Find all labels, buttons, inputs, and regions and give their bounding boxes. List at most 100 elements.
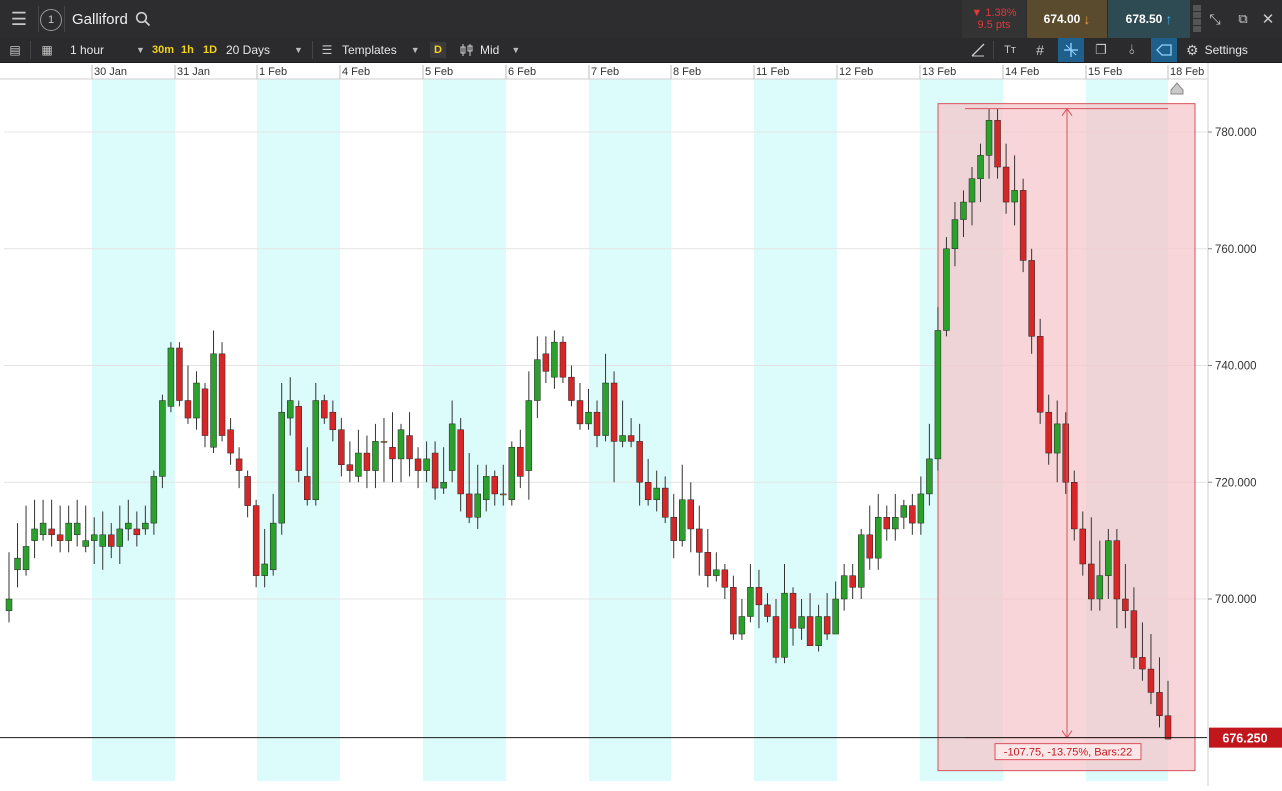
candle-body [116, 528, 124, 547]
candle-body [730, 587, 737, 635]
candle-body [576, 400, 584, 425]
layers-icon[interactable]: ❐ [1095, 42, 1107, 57]
candle-body [329, 411, 337, 430]
candle-body [1139, 657, 1146, 670]
settings-label: Settings [1204, 43, 1248, 57]
close-icon[interactable]: ✕ [1261, 11, 1275, 28]
candle-body [832, 598, 839, 635]
candle-body [372, 441, 379, 471]
candle-body [269, 522, 277, 571]
templates-menu[interactable]: Templates ▼ [342, 38, 420, 62]
candle-body [252, 505, 260, 576]
price-type-select[interactable]: Mid ▼ [480, 38, 520, 62]
text-tool-icon[interactable]: Tт [1004, 44, 1016, 56]
candle-body [108, 534, 115, 547]
candle-body [406, 435, 413, 460]
candle-body [1071, 482, 1078, 530]
templates-label: Templates [342, 43, 397, 57]
info-circle-icon[interactable]: 1 [40, 9, 62, 31]
scroll-to-latest-icon [1170, 82, 1184, 95]
interval-select[interactable]: 1 hour ▼ [70, 38, 145, 62]
candle-body [960, 201, 967, 220]
quick-interval-1h[interactable]: 1h [181, 44, 194, 56]
range-select[interactable]: 20 Days ▼ [226, 38, 303, 62]
candle-body [355, 452, 362, 477]
candle-body [823, 616, 831, 635]
candle-body [48, 528, 55, 536]
chevron-down-icon: ▼ [136, 45, 145, 55]
range-label: 20 Days [226, 43, 271, 57]
candle-body [610, 382, 618, 442]
chevron-down-icon: ▼ [511, 45, 521, 55]
candle-body [985, 120, 993, 156]
candle-body [1122, 598, 1129, 611]
day-shade-band [423, 79, 506, 781]
sliders-icon[interactable]: ☰ [321, 43, 333, 57]
candlestick-type-icon[interactable] [458, 41, 476, 59]
hamburger-menu-icon[interactable]: ☰ [10, 8, 28, 29]
candle-body [1019, 190, 1027, 261]
date-tick-label: 18 Feb [1170, 66, 1204, 78]
candle-body [56, 534, 64, 541]
date-tick-label: 12 Feb [839, 66, 873, 78]
settings-button[interactable]: ⚙ Settings [1186, 38, 1248, 62]
candle-body [39, 522, 47, 536]
grid-icon[interactable]: # [1036, 42, 1044, 58]
pop-out-icon[interactable]: ⧉ [1238, 11, 1248, 26]
candle-body [909, 505, 916, 524]
magnifier-search-icon[interactable] [133, 9, 153, 29]
arrow-up-icon: ↑ [1165, 11, 1173, 27]
instrument-name[interactable]: Galliford [72, 10, 128, 28]
candle-body [687, 499, 694, 530]
date-tick-label: 7 Feb [591, 66, 619, 78]
layout-icon[interactable]: ▦ [41, 43, 53, 57]
quick-interval-1d[interactable]: 1D [203, 44, 218, 56]
candle-body [542, 353, 550, 372]
candle-body [951, 219, 959, 249]
measure-tool-icon[interactable] [1151, 38, 1177, 62]
price-axis-bg [1207, 63, 1282, 786]
candle-body [747, 587, 754, 617]
candle-body [866, 534, 873, 559]
candle-body [142, 522, 149, 530]
candle-body [210, 353, 217, 448]
price-tick-label: 780.000 [1215, 127, 1257, 139]
price-chart[interactable]: 30 Jan 31 Jan 1 Feb 4 Feb 5 Feb 6 Feb 7 Feb 8 F… [0, 63, 1282, 786]
date-tick-label: 30 Jan [94, 66, 127, 78]
candle-body [440, 482, 447, 489]
candle-body [227, 429, 234, 454]
candle-body [483, 476, 490, 501]
candle-body [1156, 692, 1163, 717]
indicator-icon[interactable]: ⫰ [1129, 42, 1135, 57]
buy-price-button[interactable]: 678.50 ↑ [1108, 0, 1190, 38]
measure-arrow-head-up [1061, 107, 1073, 116]
sell-price-button[interactable]: 674.00 ↓ [1027, 0, 1107, 38]
depth-bars-icon[interactable] [1192, 4, 1202, 34]
candle-body [1147, 668, 1155, 693]
candle-body [278, 411, 285, 524]
measure-label-box [994, 743, 1142, 761]
quick-interval-30m[interactable]: 30m [152, 44, 175, 56]
collapse-icon[interactable]: ⤡ [1209, 10, 1221, 27]
candle-body [1088, 563, 1095, 600]
day-shade-band [589, 79, 671, 781]
candle-body [1002, 166, 1010, 203]
date-tick-label: 1 Feb [259, 66, 287, 78]
price-tick-label: 760.000 [1215, 244, 1257, 256]
candle-body [201, 388, 209, 436]
candle-body [1053, 423, 1061, 454]
candle-body [636, 441, 643, 483]
list-icon[interactable]: ▤ [9, 43, 21, 57]
crosshair-icon[interactable] [1058, 38, 1084, 62]
date-tick-label: 8 Feb [673, 66, 701, 78]
candle-body [644, 482, 652, 501]
candle-body [1079, 528, 1087, 565]
candle-body [500, 493, 507, 496]
candle-body [14, 557, 21, 571]
candlestick-chart[interactable]: 30 Jan 31 Jan 1 Feb 4 Feb 5 Feb 6 Feb 7 Feb 8 F… [0, 63, 1282, 786]
candle-body [994, 120, 1001, 168]
candle-body [193, 382, 200, 419]
candle-body [184, 400, 192, 419]
d-badge[interactable]: D [430, 42, 446, 58]
draw-line-icon[interactable] [968, 41, 988, 59]
